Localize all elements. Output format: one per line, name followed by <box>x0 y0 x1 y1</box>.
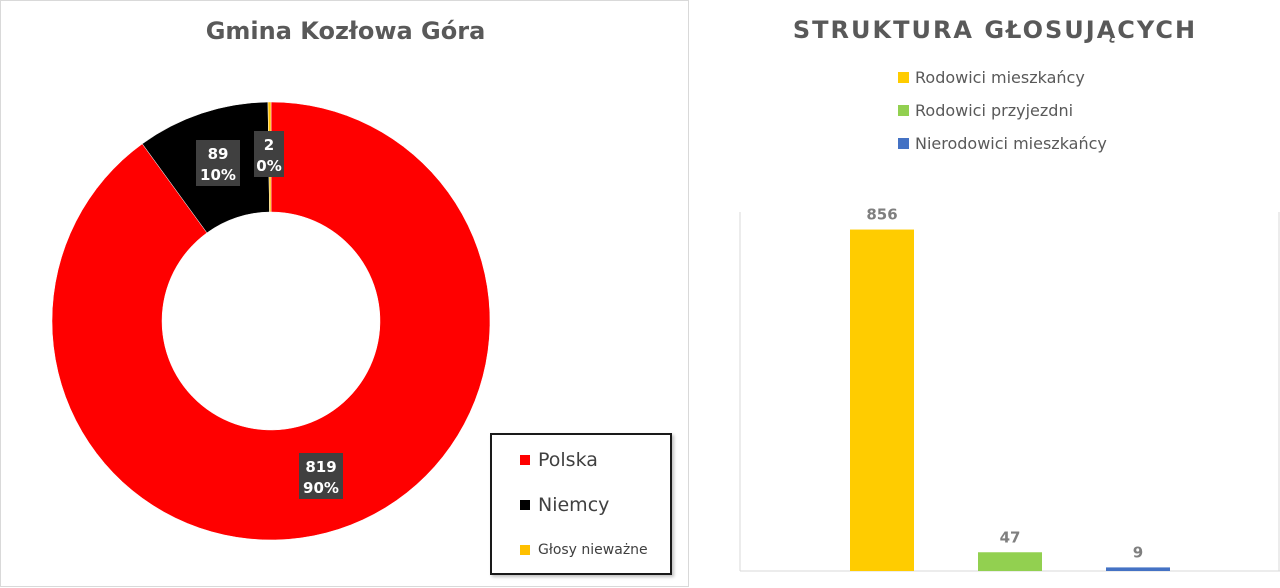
pie-slice-polska <box>51 101 491 541</box>
pie-data-label-box-polska <box>299 453 343 499</box>
legend-item-glosy-niewazne: Głosy nieważne <box>520 542 648 558</box>
pie-data-label-box-glosy-niewazne <box>254 131 284 177</box>
bar-legend-swatch-nierodowici-mieszkancy <box>898 138 909 149</box>
bar-data-label-nierodowici-mieszkancy: 9 <box>1133 543 1143 561</box>
pie-data-label-value-polska: 819 <box>305 458 336 476</box>
bar-legend-item-nierodowici-mieszkancy: Nierodowici mieszkańcy <box>898 134 1107 153</box>
bar-rodowici-mieszkancy <box>850 229 914 571</box>
pie-data-label-value-niemcy: 89 <box>208 145 229 163</box>
pie-data-label-percent-polska: 90% <box>303 479 339 497</box>
bar-legend-item-rodowici-mieszkancy: Rodowici mieszkańcy <box>898 68 1085 87</box>
bar-legend-swatch-rodowici-przyjezdni <box>898 105 909 116</box>
bar-legend-swatch-rodowici-mieszkancy <box>898 72 909 83</box>
bar-nierodowici-mieszkancy <box>1106 567 1170 571</box>
bar-rodowici-przyjezdni <box>978 552 1042 571</box>
pie-data-label-box-niemcy <box>196 140 240 186</box>
legend-label-niemcy: Niemcy <box>538 494 610 516</box>
bar-data-label-rodowici-mieszkancy: 856 <box>866 206 897 224</box>
bar-data-label-rodowici-przyjezdni: 47 <box>1000 528 1021 546</box>
legend-item-polska: Polska <box>520 449 598 471</box>
pie-data-label-percent-glosy-niewazne: 0% <box>256 157 281 175</box>
bar-legend-item-rodowici-przyjezdni: Rodowici przyjezdni <box>898 101 1073 120</box>
bar-chart-title: STRUKTURA GŁOSUJĄCYCH <box>792 16 1198 44</box>
pie-data-label-value-glosy-niewazne: 2 <box>264 136 274 154</box>
donut-chart: 819 90% 89 10% 2 0% <box>51 101 491 541</box>
bar-legend-label-rodowici-mieszkancy: Rodowici mieszkańcy <box>915 68 1085 87</box>
pie-legend: Polska Niemcy Głosy nieważne <box>490 433 672 575</box>
pie-chart-panel: Gmina Kozłowa Góra 819 90% 89 10% 2 0% Polska… <box>0 0 689 587</box>
bar-legend-label-nierodowici-mieszkancy: Nierodowici mieszkańcy <box>915 134 1107 153</box>
pie-data-label-percent-niemcy: 10% <box>200 166 236 184</box>
legend-swatch-niemcy <box>520 500 530 510</box>
legend-item-niemcy: Niemcy <box>520 494 609 516</box>
pie-chart-title: Gmina Kozłowa Góra <box>205 17 486 45</box>
legend-swatch-glosy-niewazne <box>520 545 530 555</box>
bar-legend-label-rodowici-przyjezdni: Rodowici przyjezdni <box>915 101 1074 120</box>
legend-label-polska: Polska <box>538 449 598 471</box>
legend-label-glosy-niewazne: Głosy nieważne <box>538 542 648 558</box>
legend-swatch-polska <box>520 455 530 465</box>
